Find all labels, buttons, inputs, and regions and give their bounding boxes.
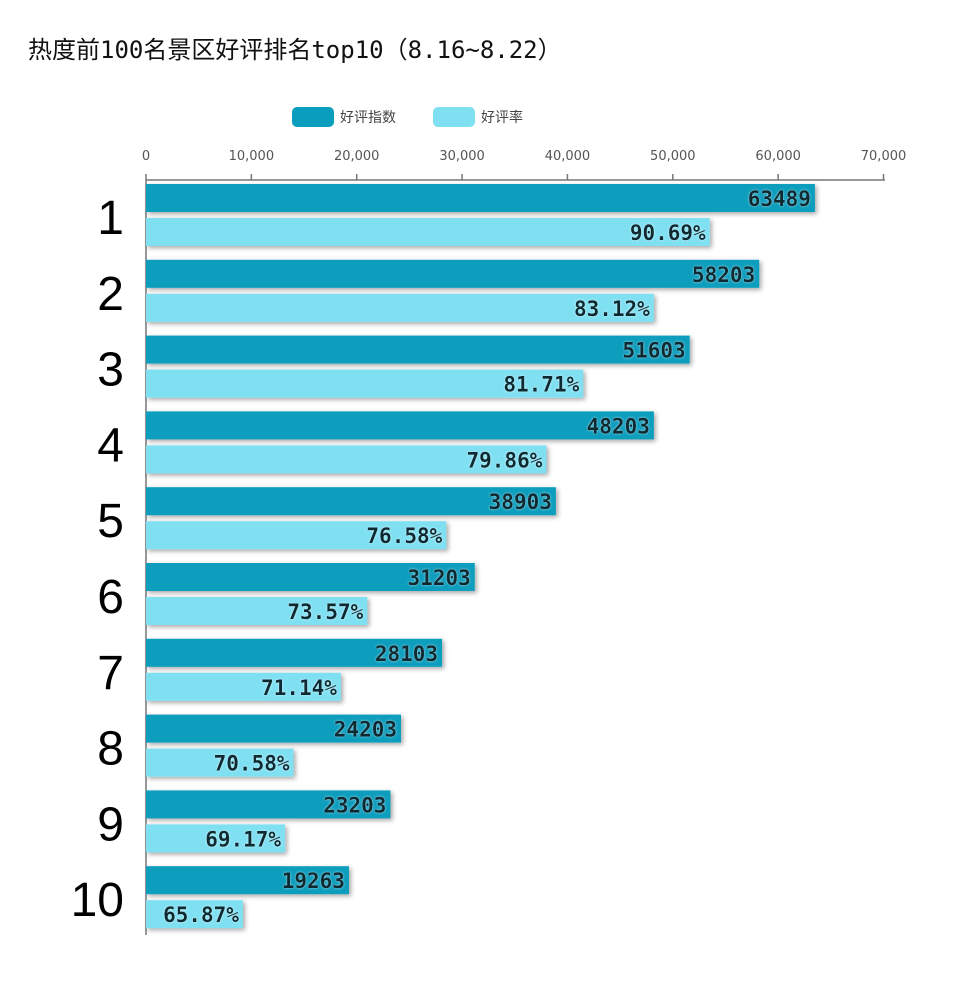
x-tick-label: 30,000 xyxy=(439,149,485,164)
data-label-good-index: 24203 xyxy=(334,718,397,742)
data-label-good-rate: 76.58% xyxy=(366,524,442,548)
x-tick-label: 40,000 xyxy=(545,149,591,164)
bars-group: 63489 90.69% 58203 83.12% 51603 81.71% 48203 79… xyxy=(146,184,815,929)
rank-label: 1 xyxy=(97,192,124,245)
rank-label: 8 xyxy=(97,723,124,776)
bar-good-rate xyxy=(146,824,286,853)
legend-label-rate: 好评率 xyxy=(481,109,523,126)
data-label-good-index: 48203 xyxy=(587,414,650,438)
bar-good-rate xyxy=(146,900,243,929)
data-label-good-rate: 73.57% xyxy=(287,600,363,624)
legend-swatch-rate xyxy=(433,107,475,127)
bar-good-rate xyxy=(146,597,368,625)
x-tick-label: 70,000 xyxy=(861,149,907,164)
rank-label: 9 xyxy=(97,798,124,851)
rank-label: 10 xyxy=(71,874,124,927)
bar-good-index xyxy=(146,866,349,895)
data-label-good-index: 28103 xyxy=(375,642,438,666)
bar-good-rate xyxy=(146,218,710,246)
data-label-good-index: 38903 xyxy=(489,490,552,514)
bar-good-index xyxy=(146,714,402,743)
bar-good-index xyxy=(146,487,556,516)
data-label-good-rate: 83.12% xyxy=(574,297,650,321)
legend-label-index: 好评指数 xyxy=(340,110,396,126)
data-label-good-index: 51603 xyxy=(622,339,685,363)
data-label-good-index: 19263 xyxy=(282,869,345,893)
bar-good-index xyxy=(146,563,475,591)
x-tick-label: 50,000 xyxy=(650,149,696,164)
data-label-good-index: 58203 xyxy=(692,263,755,287)
bar-good-index xyxy=(146,638,443,667)
data-label-good-rate: 90.69% xyxy=(630,221,706,245)
x-tick-label: 0 xyxy=(142,149,150,164)
data-label-good-rate: 81.71% xyxy=(503,373,579,397)
rank-labels: 1 2 3 4 5 6 7 8 9 10 xyxy=(71,192,124,927)
bar-good-rate xyxy=(146,293,654,322)
chart-legend: 好评指数 好评率 xyxy=(292,107,523,127)
bar-good-index xyxy=(146,411,654,440)
data-label-good-index: 23203 xyxy=(323,793,386,817)
data-label-good-rate: 70.58% xyxy=(214,752,290,776)
bar-good-rate xyxy=(146,521,447,550)
legend-swatch-index xyxy=(292,107,334,127)
x-axis: 0 10,000 20,000 30,000 40,000 50,000 60,000 70,… xyxy=(142,149,906,935)
rank-label: 7 xyxy=(97,647,124,700)
bar-good-rate xyxy=(146,748,294,777)
data-label-good-rate: 69.17% xyxy=(205,827,281,851)
bar-good-index xyxy=(146,259,760,288)
bar-good-rate xyxy=(146,445,547,474)
bar-good-rate xyxy=(146,369,584,398)
data-label-good-rate: 79.86% xyxy=(467,448,543,472)
rank-label: 3 xyxy=(97,344,124,397)
data-label-good-index: 63489 xyxy=(748,187,811,211)
bar-good-rate xyxy=(146,672,341,701)
bar-good-index xyxy=(146,790,391,819)
x-tick-label: 20,000 xyxy=(334,149,380,164)
rank-label: 2 xyxy=(97,268,124,321)
x-tick-label: 60,000 xyxy=(755,149,801,164)
data-label-good-rate: 71.14% xyxy=(261,676,337,700)
chart-title: 热度前100名景区好评排名top10（8.16~8.22） xyxy=(28,36,562,64)
data-label-good-index: 31203 xyxy=(408,566,471,590)
data-label-good-rate: 65.87% xyxy=(163,903,239,927)
rank-label: 5 xyxy=(97,495,124,548)
rank-label: 4 xyxy=(97,419,124,472)
rank-label: 6 xyxy=(97,571,124,624)
bar-good-index xyxy=(146,335,690,364)
x-tick-label: 10,000 xyxy=(229,149,275,164)
bar-good-index xyxy=(146,184,815,212)
